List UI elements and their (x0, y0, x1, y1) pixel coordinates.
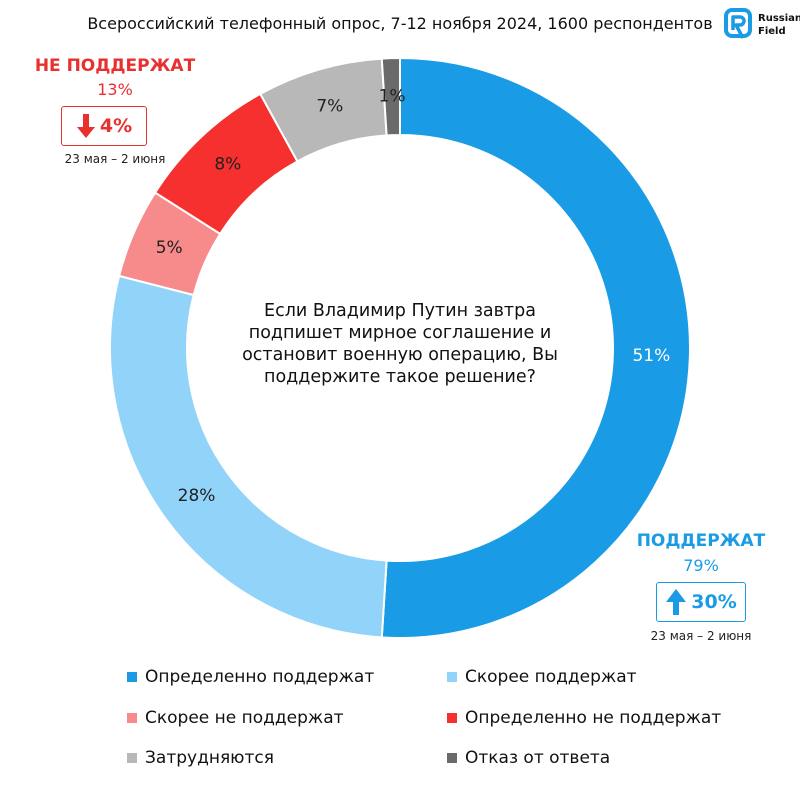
arrow-down-icon (76, 114, 95, 138)
label-rather-support: 28% (178, 486, 216, 506)
legend-swatch (127, 753, 137, 763)
russian-field-logo: Russian Field (724, 8, 800, 44)
support-change-value: 30% (691, 591, 737, 613)
legend-item-definitely-not-support: Определенно не поддержат (447, 708, 721, 728)
oppose-period: 23 мая – 2 июня (64, 152, 166, 166)
legend-label: Скорее поддержат (465, 667, 637, 687)
label-definitely-not-support: 8% (214, 155, 241, 175)
legend-swatch (447, 753, 457, 763)
legend-swatch (447, 672, 457, 682)
arrow-up-icon (666, 589, 687, 615)
legend-item-refused: Отказ от ответа (447, 748, 610, 768)
label-undecided: 7% (316, 96, 343, 116)
chart-question: Если Владимир Путин завтра подпишет мирн… (242, 301, 558, 387)
logo-icon (724, 8, 752, 39)
chart-question-wrap: Если Владимир Путин завтра подпишет мирн… (242, 301, 558, 387)
oppose-change-value: 4% (99, 115, 133, 137)
slice-rather-support (109, 274, 388, 639)
support-callout-percent: 79% (683, 556, 719, 575)
oppose-callout-percent: 13% (97, 80, 133, 99)
legend-swatch (127, 713, 137, 723)
support-change-box: 30% (656, 582, 746, 622)
logo-text: Russian Field (758, 13, 800, 37)
slice-refused (380, 56, 401, 137)
legend-label: Определенно поддержат (145, 667, 375, 687)
oppose-callout-heading: НЕ ПОДДЕРЖАТ (34, 56, 196, 76)
label-definitely-support: 51% (632, 346, 670, 366)
legend-swatch (447, 713, 457, 723)
legend-item-undecided: Затрудняются (127, 748, 274, 768)
oppose-change-box: 4% (61, 106, 147, 146)
legend-swatch (127, 672, 137, 682)
legend-label: Скорее не поддержат (145, 708, 344, 728)
legend-item-rather-support: Скорее поддержат (447, 667, 637, 687)
legend-label: Отказ от ответа (465, 748, 611, 768)
label-rather-not-support: 5% (156, 238, 183, 258)
legend-item-rather-not-support: Скорее не поддержат (127, 708, 344, 728)
legend-label: Затрудняются (145, 748, 274, 768)
slice-definitely-support (380, 56, 691, 639)
legend-label: Определенно не поддержат (465, 708, 722, 728)
legend-item-definitely-support: Определенно поддержат (127, 667, 374, 687)
support-callout-heading: ПОДДЕРЖАТ (636, 531, 766, 551)
chart-title: Всероссийский телефонный опрос, 7-12 ноя… (87, 14, 713, 33)
label-refused: 1% (379, 87, 406, 107)
support-period: 23 мая – 2 июня (650, 629, 752, 643)
